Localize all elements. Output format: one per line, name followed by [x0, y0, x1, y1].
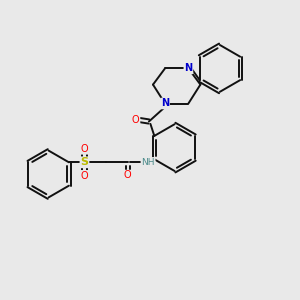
- Text: O: O: [124, 170, 131, 181]
- Text: O: O: [81, 171, 88, 181]
- Text: N: N: [184, 63, 193, 74]
- Text: O: O: [132, 115, 140, 125]
- Text: NH: NH: [141, 158, 155, 167]
- Text: O: O: [81, 144, 88, 154]
- Text: S: S: [80, 157, 88, 167]
- Text: N: N: [161, 98, 169, 109]
